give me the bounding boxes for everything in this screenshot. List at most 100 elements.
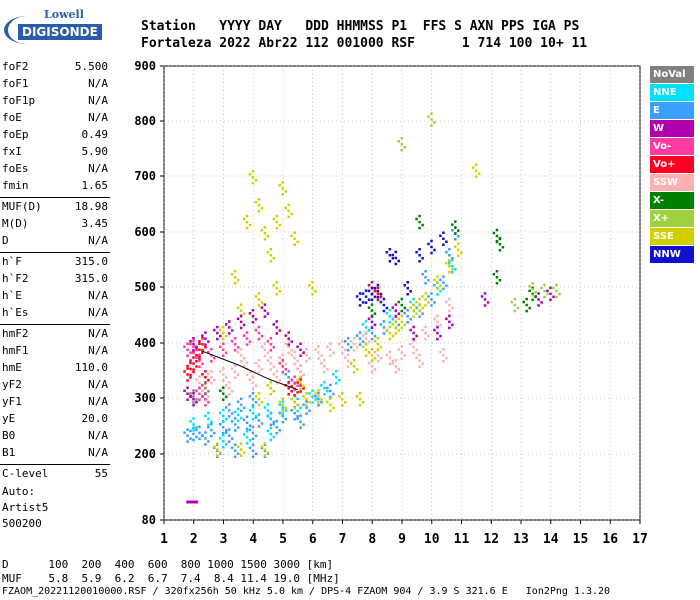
data-point — [382, 303, 386, 307]
data-point — [299, 354, 302, 357]
data-point — [281, 412, 284, 415]
data-point — [367, 289, 371, 293]
data-point — [272, 217, 276, 221]
y-tick-label: 200 — [134, 447, 156, 461]
data-point — [522, 300, 525, 304]
data-point — [391, 334, 395, 338]
data-point — [269, 368, 273, 371]
data-point — [436, 314, 439, 318]
data-point — [320, 354, 323, 357]
data-point — [537, 304, 540, 307]
data-point — [195, 354, 198, 357]
data-point — [219, 437, 222, 440]
data-point — [376, 343, 380, 346]
data-point — [210, 348, 213, 351]
parameter-row: foF2 5.500 — [2, 60, 108, 76]
data-point — [248, 340, 252, 343]
data-point — [257, 365, 261, 368]
data-point — [361, 292, 365, 295]
data-point — [227, 409, 231, 412]
data-point — [439, 284, 442, 287]
data-point — [406, 315, 409, 318]
data-point — [296, 378, 299, 381]
data-point — [287, 370, 290, 373]
data-point — [555, 295, 558, 299]
data-point — [204, 343, 207, 346]
data-point — [192, 432, 195, 436]
data-point — [269, 381, 273, 384]
data-point — [195, 346, 198, 349]
data-point — [311, 389, 314, 392]
x-tick-label: 9 — [398, 532, 406, 547]
data-point — [251, 412, 255, 415]
data-point — [251, 375, 255, 378]
data-point — [239, 360, 243, 363]
data-point — [364, 320, 368, 323]
parameter-value: 315.0 — [74, 255, 108, 268]
legend-item: X+ — [650, 210, 694, 227]
data-point — [388, 321, 392, 324]
data-point — [451, 257, 454, 260]
data-point — [311, 395, 314, 398]
data-point — [242, 406, 246, 410]
data-point — [341, 398, 344, 401]
data-point — [433, 121, 436, 124]
data-point — [352, 343, 356, 346]
data-point — [290, 353, 293, 357]
data-point — [394, 326, 398, 329]
data-point — [207, 395, 210, 398]
data-point — [287, 376, 290, 379]
data-point — [403, 323, 406, 327]
data-point — [332, 406, 335, 410]
data-point — [409, 318, 412, 321]
data-point — [403, 354, 406, 357]
data-point — [189, 429, 192, 433]
data-point — [248, 378, 252, 381]
data-point — [516, 306, 520, 310]
data-point — [370, 320, 374, 324]
data-point — [266, 235, 270, 238]
data-point — [451, 268, 454, 271]
data-point — [338, 379, 341, 382]
data-point — [222, 386, 225, 389]
data-point — [257, 298, 261, 301]
data-point — [436, 331, 439, 335]
data-point — [224, 406, 228, 409]
data-point — [245, 430, 249, 433]
header-columns: Station YYYY DAY DDD HHMMSS P1 FFS S AXN… — [141, 19, 580, 34]
data-point — [222, 331, 225, 335]
auto-code: 500200 — [2, 517, 42, 530]
data-point — [412, 345, 415, 349]
data-point — [552, 295, 555, 299]
data-point — [403, 306, 406, 310]
data-point — [376, 283, 380, 287]
data-point — [415, 348, 418, 352]
data-point — [388, 254, 392, 257]
data-point — [400, 320, 403, 324]
data-point — [448, 309, 451, 313]
data-point — [335, 376, 338, 379]
parameter-name: foF1 — [2, 77, 29, 90]
data-point — [192, 395, 195, 398]
data-point — [412, 303, 415, 306]
data-point — [227, 332, 231, 335]
data-point — [394, 320, 398, 323]
data-point — [439, 334, 442, 338]
data-point — [346, 359, 350, 362]
data-point — [198, 359, 201, 362]
data-point — [281, 406, 284, 409]
data-point — [219, 328, 222, 332]
data-point — [219, 411, 222, 415]
data-point — [552, 286, 555, 290]
data-point — [284, 368, 287, 371]
data-point — [236, 452, 240, 456]
data-point — [525, 297, 528, 301]
data-point — [254, 452, 258, 456]
data-point — [198, 353, 201, 356]
data-point — [189, 359, 192, 362]
legend-item: NoVal — [650, 66, 694, 83]
data-point — [346, 353, 350, 356]
data-point — [233, 429, 237, 432]
data-point — [189, 376, 192, 379]
data-point — [367, 329, 371, 332]
